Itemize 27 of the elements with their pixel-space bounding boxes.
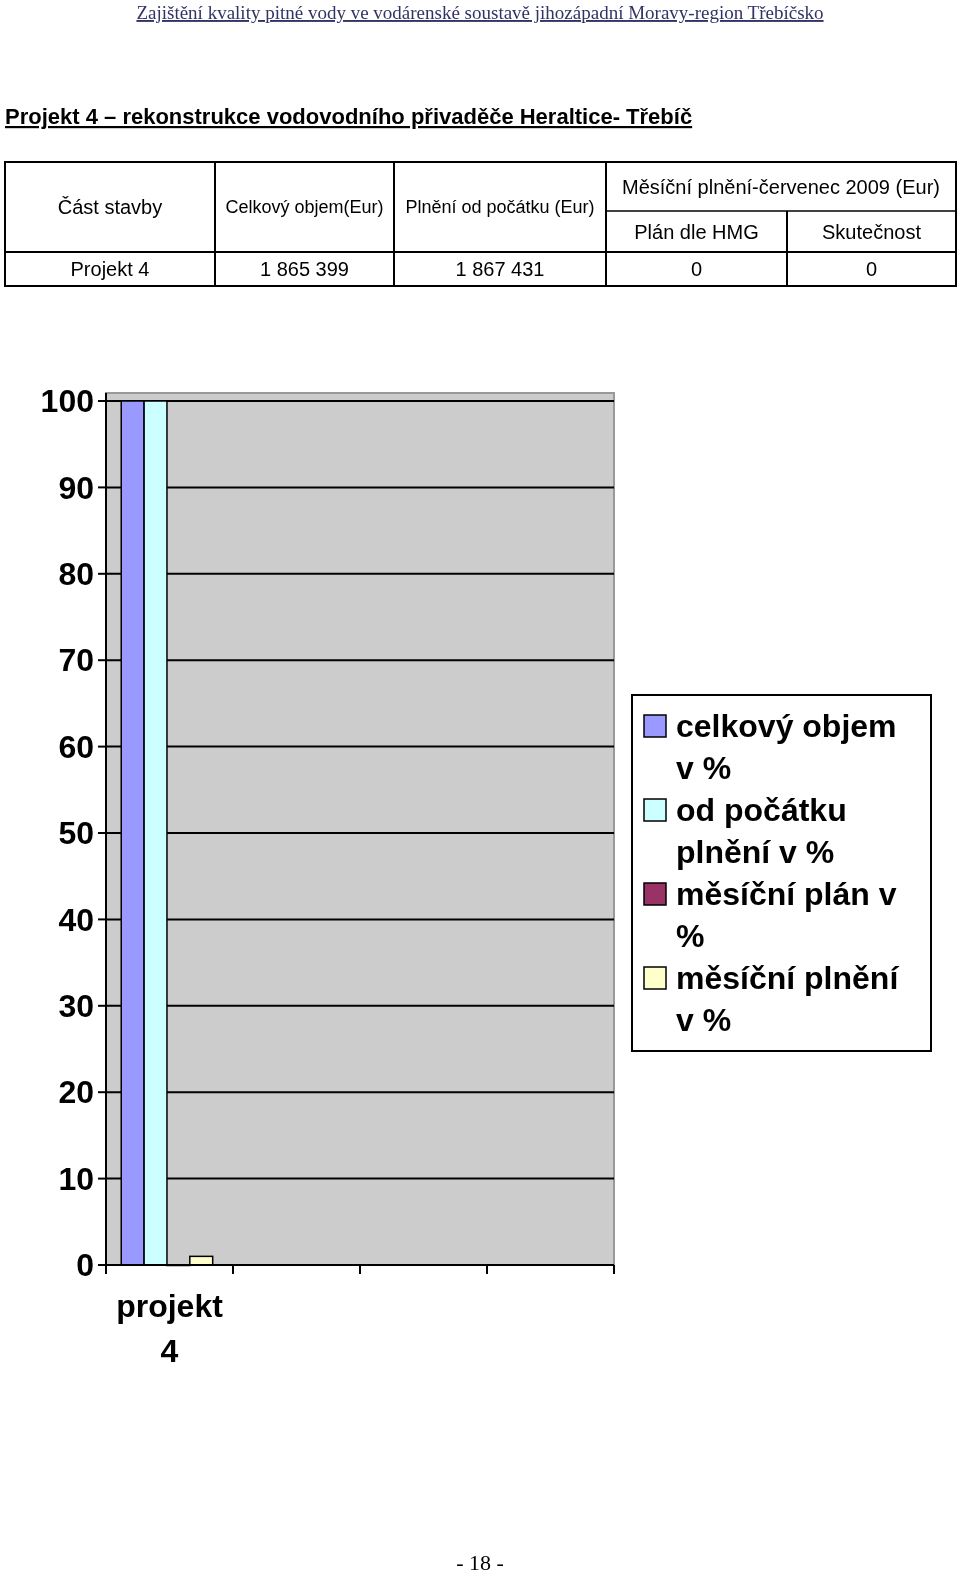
- text: Skutečnost: [822, 220, 922, 243]
- y-tick-label: 0: [76, 1247, 94, 1284]
- text: 1 865 399: [260, 258, 349, 280]
- y-tick-label: 40: [58, 901, 94, 938]
- y-tick-label: 60: [58, 728, 94, 765]
- x-tick-label: projekt 4: [116, 1288, 224, 1369]
- y-tick-label: 10: [58, 1160, 94, 1197]
- y-tick-label: 30: [58, 988, 94, 1024]
- text: 0: [690, 258, 703, 280]
- y-tick-label: 90: [58, 469, 94, 506]
- y-tick-label: 100: [40, 383, 94, 420]
- y-tick-label: 50: [58, 815, 94, 852]
- text: Projekt 4 – rekonstrukce vodovodního přivaděče Heraltice- Třebíč: [5, 104, 693, 129]
- text: 0: [865, 258, 878, 280]
- legend-label: měsíční plnění v %: [676, 960, 900, 1038]
- y-tick-label: 80: [58, 556, 94, 592]
- text: Projekt 4: [70, 258, 150, 280]
- text: Celkový objem(Eur): [225, 197, 384, 218]
- text: - 18 -: [456, 1550, 504, 1575]
- text: Plán dle HMG: [634, 220, 759, 243]
- y-tick-label: 70: [58, 642, 94, 679]
- text: Zajištění kvality pitné vody ve vodárenské soustavě jihozápadní Moravy-region Třebíčsko: [136, 2, 824, 23]
- text: Plnění od počátku (Eur): [405, 197, 595, 218]
- text: Část stavby: [57, 196, 163, 218]
- text: Měsíční plnění-červenec 2009 (Eur): [622, 175, 940, 198]
- y-tick-label: 20: [58, 1074, 94, 1111]
- text: 1 867 431: [455, 258, 545, 280]
